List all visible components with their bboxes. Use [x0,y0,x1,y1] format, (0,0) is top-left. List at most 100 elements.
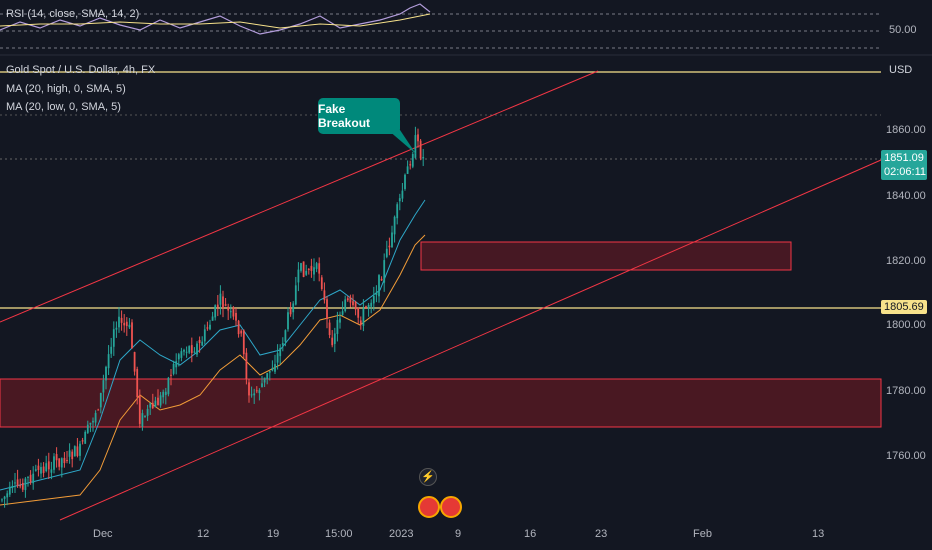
candle-body [118,316,120,328]
candle-body [294,285,297,305]
candle-body [8,486,11,495]
candle-body [149,403,152,408]
candle-body [263,377,266,383]
candle-body [326,299,328,319]
candle-body [380,278,383,281]
candle-body [94,412,97,423]
candle-body [331,337,334,346]
candle-body [375,292,378,296]
time-label: 23 [595,528,608,540]
candle-body [237,320,240,335]
candle-body [203,329,206,342]
lower-zone[interactable] [0,378,882,428]
flag-icon[interactable] [418,496,440,518]
current-price-value: 1851.09 [884,152,924,164]
candle-body [3,496,6,499]
candle-body [144,415,146,417]
candle-body [287,312,289,330]
candle-body [357,308,360,318]
candle-body [188,346,191,353]
candle-body [242,330,245,355]
current-price-tag: 1851.09 02:06:11 [881,150,927,180]
candle-body [63,457,66,464]
candle-body [422,157,425,159]
candle-body [297,269,300,283]
candle-body [45,463,48,472]
candle-body [255,390,258,392]
candle-body [313,267,315,275]
upper-zone[interactable] [420,241,792,271]
symbol-legend[interactable]: Gold Spot / U.S. Dollar, 4h, FX [6,64,156,76]
time-label: 12 [197,528,210,540]
candle-body [71,451,74,460]
candle-body [391,232,393,248]
candle-body [180,351,183,358]
candle-body [24,478,27,491]
candle-body [417,134,419,142]
candle-body [227,306,230,311]
candle-body [305,270,308,275]
candle-body [167,377,170,395]
candle-body [32,473,35,484]
candle-body [245,352,248,380]
candle-body [201,341,204,346]
candle-body [102,380,105,393]
candle-body [318,263,321,274]
candle-body [172,363,175,374]
channel-lower-line[interactable] [59,159,882,521]
candle-body [414,135,417,158]
candle-body [281,342,284,346]
candle-body [107,354,110,369]
currency-label[interactable]: USD [889,64,913,76]
candle-body [14,482,16,484]
candle-body [99,392,102,408]
candle-body [58,458,61,467]
candle-body [105,366,107,381]
candle-body [125,321,128,327]
candle-body [1,499,3,501]
candle-body [323,290,326,301]
candle-body [19,485,22,487]
candle-body [235,312,237,321]
candle-body [53,456,55,470]
candle-body [411,154,414,167]
candle-body [300,263,302,271]
candle-body [193,351,196,353]
candle-body [367,304,370,309]
candle-body [50,469,53,473]
candle-body [315,263,318,269]
candle-body [196,343,198,355]
candle-body [151,402,154,408]
candle-body [112,329,115,347]
lightning-icon[interactable]: ⚡ [419,468,437,486]
candle-body [333,333,336,344]
candle-body [385,248,388,257]
candle-body [341,311,344,315]
time-label: 16 [524,528,537,540]
candle-body [248,382,250,396]
ma-low-legend[interactable]: MA (20, low, 0, SMA, 5) [6,101,121,113]
candle-body [81,440,84,442]
ma-high-line [0,199,426,491]
candle-body [349,297,352,303]
candle-body [86,424,89,433]
candle-body [40,467,42,474]
candle-body [97,409,100,411]
candle-series [1,126,425,508]
candle-body [378,275,380,297]
candle-body [159,395,162,406]
fake-breakout-callout[interactable]: Fake Breakout [318,98,400,134]
ma-high-legend[interactable]: MA (20, high, 0, SMA, 5) [6,83,126,95]
rsi-sma-line [0,13,431,29]
candle-body [370,302,373,307]
channel-upper-line[interactable] [0,70,599,323]
candle-body [284,330,287,342]
candle-body [302,261,305,277]
candle-body [240,330,243,334]
candle-body [258,390,261,394]
candle-body [224,304,227,306]
candle-body [404,174,406,189]
flag-icon[interactable] [440,496,462,518]
candle-body [37,465,40,470]
